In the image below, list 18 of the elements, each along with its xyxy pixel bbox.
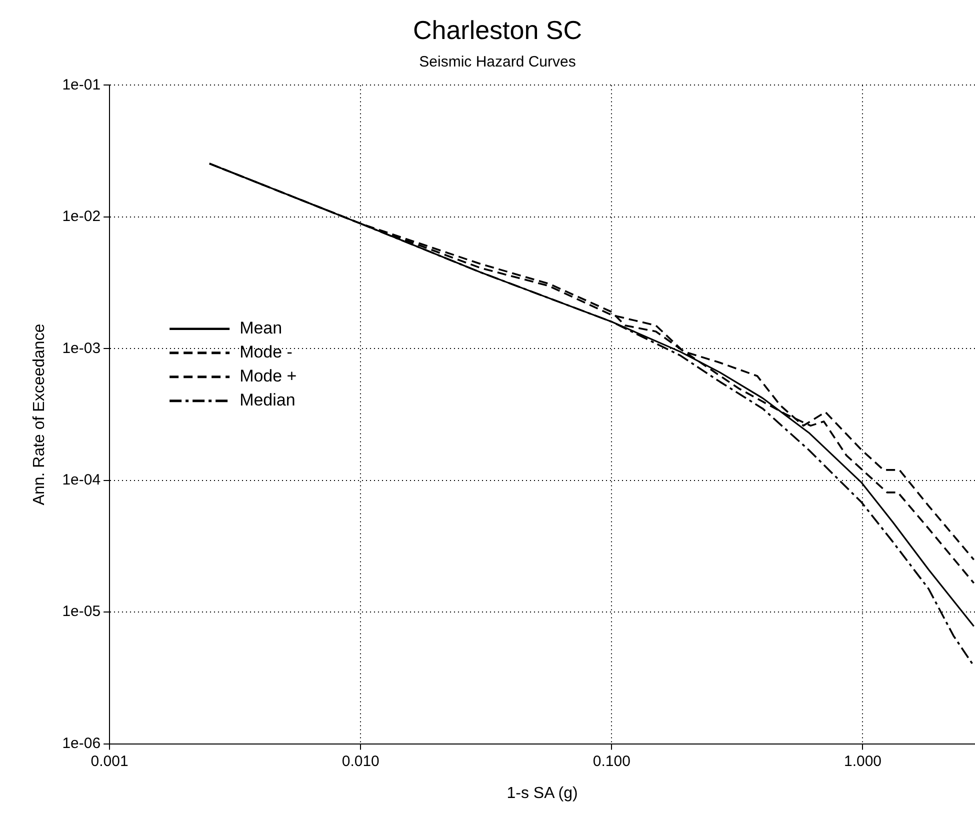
x-tick-label: 0.100 <box>592 752 630 770</box>
y-tick-label: 1e-01 <box>62 76 101 94</box>
legend-label: Mode + <box>240 366 297 386</box>
y-tick-label: 1e-04 <box>62 472 101 488</box>
chart-subtitle: Seismic Hazard Curves <box>419 53 576 70</box>
y-tick-label: 1e-03 <box>62 340 101 357</box>
y-tick-label: 1e-06 <box>62 734 101 752</box>
x-axis-title: 1-s SA (g) <box>506 784 578 802</box>
x-tick-label: 1.000 <box>844 752 882 770</box>
legend-label: Mean <box>240 318 282 338</box>
y-axis-title: Ann. Rate of Exceedance <box>31 324 48 506</box>
chart-title: Charleston SC <box>412 14 582 45</box>
x-tick-label: 0.010 <box>342 752 380 770</box>
legend-label: Median <box>240 390 296 410</box>
x-tick-label: 0.001 <box>90 752 128 770</box>
y-tick-label: 1e-05 <box>62 603 101 620</box>
legend-label: Mode - <box>240 342 292 362</box>
y-tick-label: 1e-02 <box>62 208 101 226</box>
